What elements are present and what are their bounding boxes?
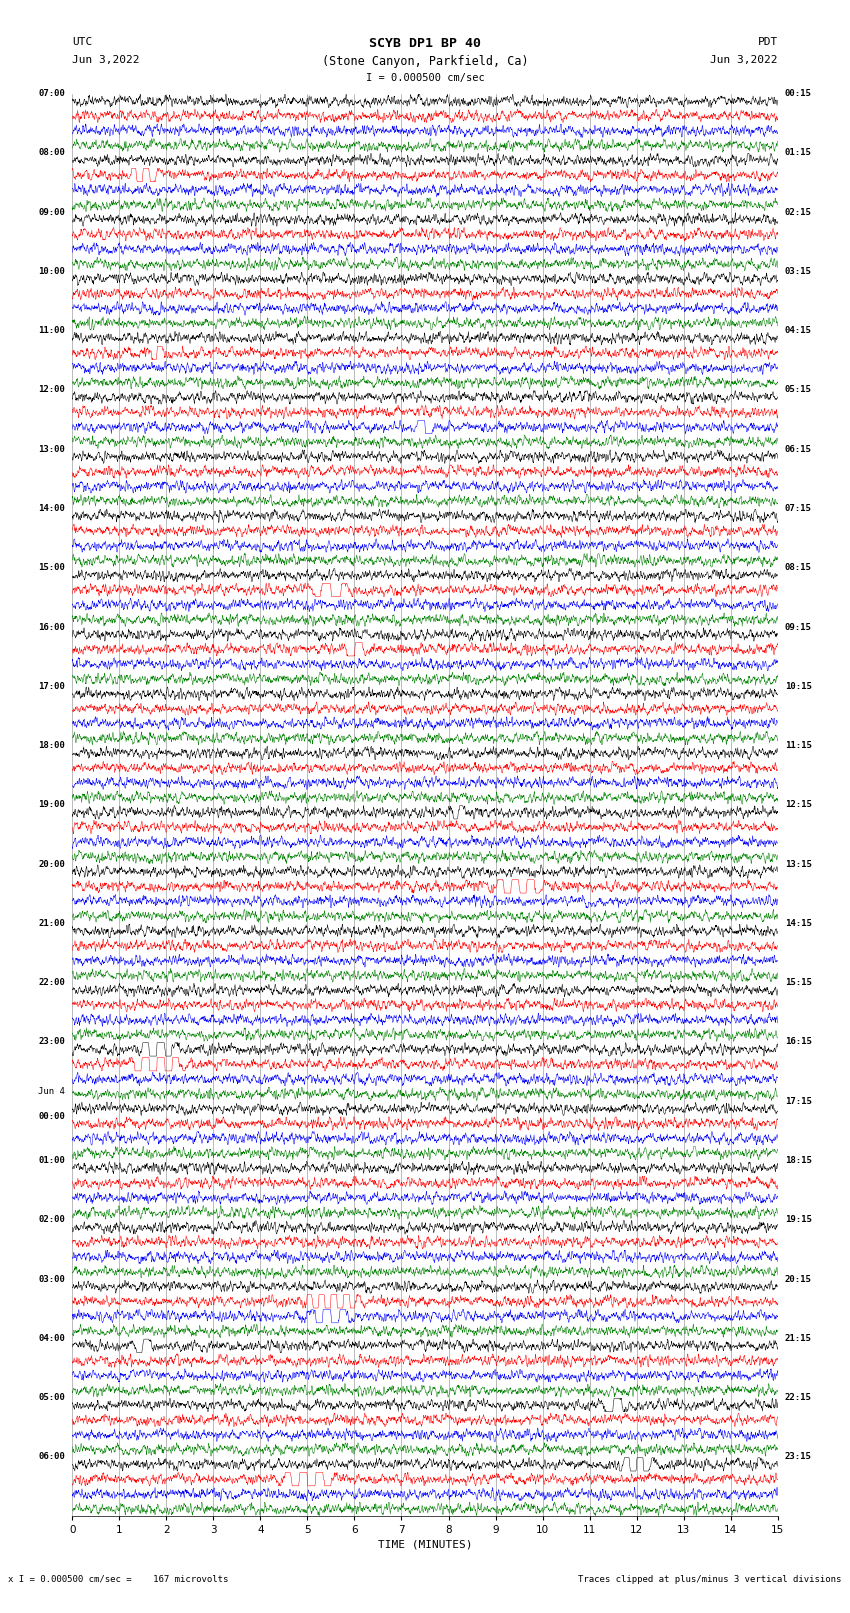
Text: 22:15: 22:15: [785, 1394, 812, 1402]
Text: 12:15: 12:15: [785, 800, 812, 810]
Text: 19:15: 19:15: [785, 1215, 812, 1224]
Text: I = 0.000500 cm/sec: I = 0.000500 cm/sec: [366, 73, 484, 82]
Text: 13:15: 13:15: [785, 860, 812, 869]
Text: 06:00: 06:00: [38, 1452, 65, 1461]
Text: PDT: PDT: [757, 37, 778, 47]
Text: x I = 0.000500 cm/sec =    167 microvolts: x I = 0.000500 cm/sec = 167 microvolts: [8, 1574, 229, 1584]
Text: 08:00: 08:00: [38, 148, 65, 158]
Text: 09:15: 09:15: [785, 623, 812, 632]
Text: 02:15: 02:15: [785, 208, 812, 216]
Text: 18:15: 18:15: [785, 1157, 812, 1165]
Text: Jun 3,2022: Jun 3,2022: [711, 55, 778, 65]
Text: 14:00: 14:00: [38, 503, 65, 513]
Text: 17:15: 17:15: [785, 1097, 812, 1107]
Text: 01:15: 01:15: [785, 148, 812, 158]
Text: 22:00: 22:00: [38, 977, 65, 987]
Text: 14:15: 14:15: [785, 919, 812, 927]
Text: 11:15: 11:15: [785, 740, 812, 750]
Text: (Stone Canyon, Parkfield, Ca): (Stone Canyon, Parkfield, Ca): [321, 55, 529, 68]
Text: 13:00: 13:00: [38, 445, 65, 453]
Text: UTC: UTC: [72, 37, 93, 47]
Text: 15:15: 15:15: [785, 977, 812, 987]
Text: 08:15: 08:15: [785, 563, 812, 573]
Text: 00:15: 00:15: [785, 89, 812, 98]
Text: 04:15: 04:15: [785, 326, 812, 336]
Text: 02:00: 02:00: [38, 1215, 65, 1224]
Text: 04:00: 04:00: [38, 1334, 65, 1344]
Text: SCYB DP1 BP 40: SCYB DP1 BP 40: [369, 37, 481, 50]
Text: 23:15: 23:15: [785, 1452, 812, 1461]
Text: Jun 3,2022: Jun 3,2022: [72, 55, 139, 65]
Text: 16:00: 16:00: [38, 623, 65, 632]
Text: 05:15: 05:15: [785, 386, 812, 395]
Text: 05:00: 05:00: [38, 1394, 65, 1402]
Text: Jun 4: Jun 4: [38, 1087, 65, 1097]
Text: 12:00: 12:00: [38, 386, 65, 395]
Text: 10:15: 10:15: [785, 682, 812, 690]
Text: 19:00: 19:00: [38, 800, 65, 810]
Text: 17:00: 17:00: [38, 682, 65, 690]
Text: 16:15: 16:15: [785, 1037, 812, 1047]
Text: 10:00: 10:00: [38, 266, 65, 276]
Text: 11:00: 11:00: [38, 326, 65, 336]
Text: 20:15: 20:15: [785, 1274, 812, 1284]
Text: 00:00: 00:00: [38, 1111, 65, 1121]
Text: 06:15: 06:15: [785, 445, 812, 453]
Text: 21:15: 21:15: [785, 1334, 812, 1344]
Text: 03:15: 03:15: [785, 266, 812, 276]
Text: 03:00: 03:00: [38, 1274, 65, 1284]
Text: 21:00: 21:00: [38, 919, 65, 927]
Text: 15:00: 15:00: [38, 563, 65, 573]
Text: Traces clipped at plus/minus 3 vertical divisions: Traces clipped at plus/minus 3 vertical …: [578, 1574, 842, 1584]
Text: 01:00: 01:00: [38, 1157, 65, 1165]
Text: 20:00: 20:00: [38, 860, 65, 869]
Text: 18:00: 18:00: [38, 740, 65, 750]
Text: 23:00: 23:00: [38, 1037, 65, 1047]
Text: 07:15: 07:15: [785, 503, 812, 513]
Text: 09:00: 09:00: [38, 208, 65, 216]
X-axis label: TIME (MINUTES): TIME (MINUTES): [377, 1539, 473, 1550]
Text: 07:00: 07:00: [38, 89, 65, 98]
